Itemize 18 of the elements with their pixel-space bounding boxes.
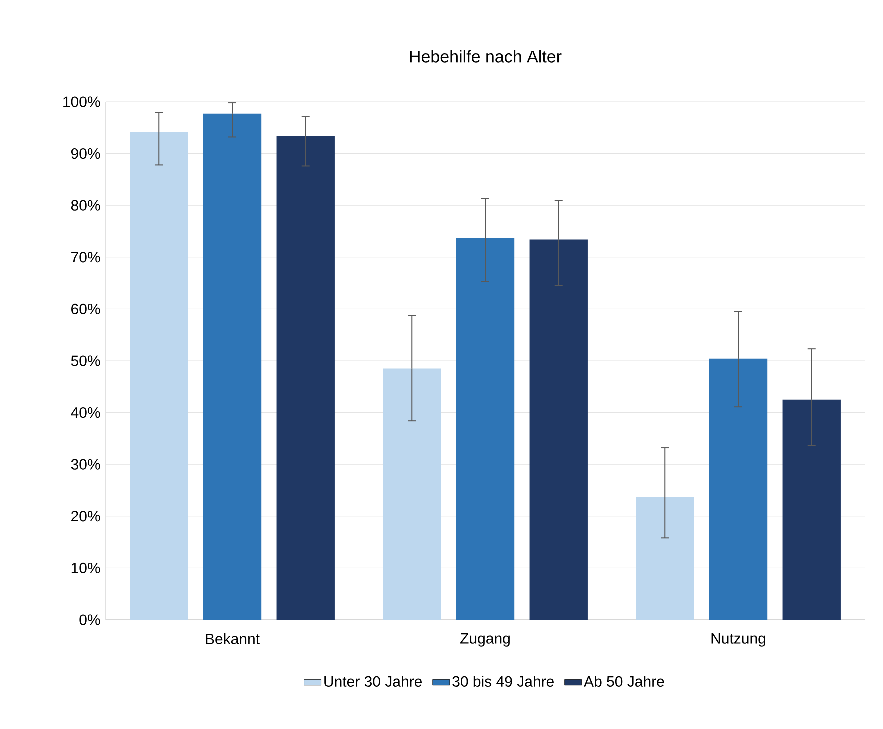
y-tick-label: 80% xyxy=(71,200,100,211)
y-tick-label: 90% xyxy=(71,148,100,160)
legend-label: Ab 50 Jahre xyxy=(584,676,664,687)
y-tick-label: 50% xyxy=(71,356,100,366)
chart-title: Hebehilfe nach Alter xyxy=(410,50,562,63)
y-tick-label: 0% xyxy=(80,614,100,626)
y-tick-label: 60% xyxy=(72,304,100,314)
y-tick-label: 100% xyxy=(64,96,100,108)
x-tick-label: Nutzung xyxy=(712,633,766,647)
y-tick-label: 40% xyxy=(71,407,100,418)
legend-label: Unter 30 Jahre xyxy=(324,676,422,687)
y-tick-label: 30% xyxy=(71,459,100,470)
y-tick-label: 70% xyxy=(72,252,100,263)
x-tick-label: Bekannt xyxy=(206,633,260,644)
legend-label: 30 bis 49 Jahre xyxy=(452,676,554,687)
x-tick-label: Zugang xyxy=(460,633,510,647)
y-tick-label: 20% xyxy=(72,511,100,522)
y-tick-label: 10% xyxy=(72,562,100,574)
